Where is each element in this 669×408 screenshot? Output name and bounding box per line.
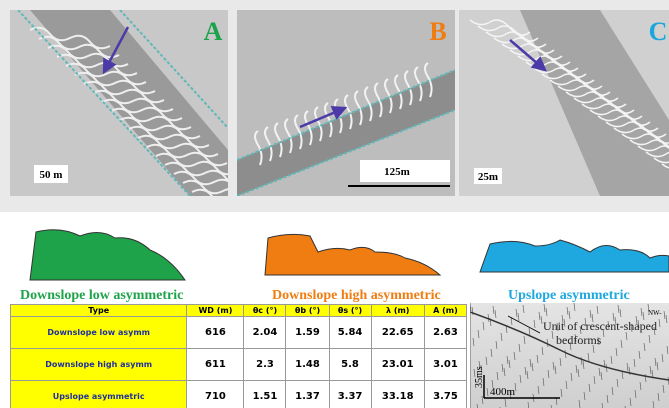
panel-label: B (429, 17, 446, 46)
header-cell: WD (m) (187, 305, 244, 317)
table-cell: 710 (187, 381, 244, 408)
header-cell: θc (°) (244, 305, 286, 317)
table-cell: 5.8 (329, 349, 371, 381)
table-cell: 2.63 (424, 317, 466, 349)
table-cell: 33.18 (371, 381, 424, 408)
header-cell: λ (m) (371, 305, 424, 317)
scale-label: 125m (384, 166, 410, 178)
table-cell: 3.37 (329, 381, 371, 408)
annotation: bedforms (556, 333, 602, 347)
table-cell: 1.59 (286, 317, 329, 349)
table-cell: 3.01 (424, 349, 466, 381)
table-cell: 1.37 (286, 381, 329, 408)
annotation: Unit of crescent-shaped (543, 319, 657, 333)
header-cell: θb (°) (286, 305, 329, 317)
table-cell: 2.3 (244, 349, 286, 381)
figure: A B C 50 m 125m 25m Downslope low asymme… (0, 0, 669, 408)
table-cell: 5.84 (329, 317, 371, 349)
table-row: Downslope low asymm6162.041.595.8422.652… (11, 317, 467, 349)
shape-label: Downslope low asymmetric (20, 288, 183, 303)
bedform-shape (30, 230, 185, 280)
table-cell: 611 (187, 349, 244, 381)
table-cell: 23.01 (371, 349, 424, 381)
direction-label: NW- (648, 309, 662, 317)
table-cell: 616 (187, 317, 244, 349)
shape-label: Downslope high asymmetric (272, 288, 441, 303)
table-cell: 1.51 (244, 381, 286, 408)
table-cell: 3.75 (424, 381, 466, 408)
table-cell: 1.48 (286, 349, 329, 381)
scale-label: 50 m (40, 169, 63, 181)
panel-label: A (204, 17, 223, 46)
header-cell: A (m) (424, 305, 466, 317)
scale-label: 25m (478, 171, 498, 183)
bedform-shape (480, 240, 669, 272)
scale-label: 400m (490, 386, 516, 398)
panel-label: C (649, 17, 668, 46)
header-cell: Type (11, 305, 187, 317)
table-cell: Downslope high asymm (11, 349, 187, 381)
shape-label: Upslope asymmetric (508, 288, 630, 303)
header-row: TypeWD (m)θc (°)θb (°)θs (°)λ (m)A (m) (11, 305, 467, 317)
table-cell: Downslope low asymm (11, 317, 187, 349)
header-cell: θs (°) (329, 305, 371, 317)
table-cell: Upslope asymmetric (11, 381, 187, 408)
scale-label: 35ms (474, 366, 485, 388)
panel-b (237, 10, 455, 196)
bedform-shape (265, 234, 440, 275)
table-cell: 22.65 (371, 317, 424, 349)
table-cell: 2.04 (244, 317, 286, 349)
